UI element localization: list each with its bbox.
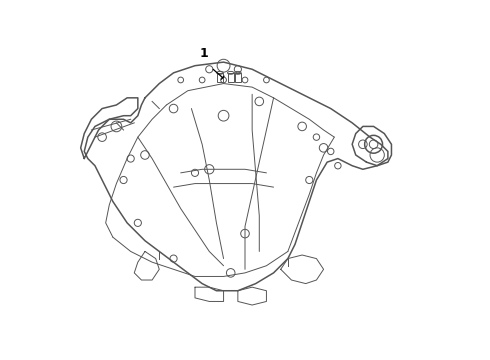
Text: 1: 1 xyxy=(199,47,208,60)
